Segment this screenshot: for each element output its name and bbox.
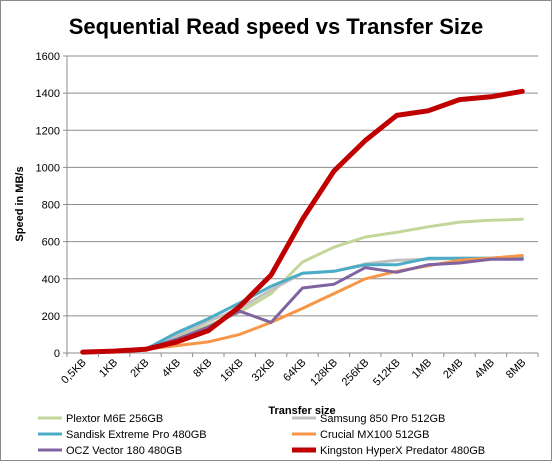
series-line-2 [81, 256, 524, 354]
x-axis-ticks: 0,5KB 1KB 2KB 4KB 8KB 16KB 32KB 64KB 128KB 256KB 5… [59, 353, 539, 389]
x-axis-label: Transfer size [268, 405, 335, 417]
x-tick-label: 32KB [250, 357, 278, 385]
y-tick-label: 1000 [36, 162, 60, 174]
series-line-3 [81, 254, 524, 354]
x-tick-label: 2MB [441, 357, 465, 381]
y-axis-ticks: 0 200 400 600 800 1000 1200 1400 1600 [36, 51, 67, 360]
y-tick-label: 200 [42, 311, 60, 323]
y-axis-label: Speed in MB/s [14, 166, 26, 241]
x-tick-label: 64KB [281, 357, 309, 385]
x-tick-label: 1KB [97, 357, 120, 380]
legend-label: Plextor M6E 256GB [66, 413, 163, 425]
x-tick-label: 2KB [128, 357, 151, 380]
series-line-0 [81, 217, 524, 354]
legend-label: Kingston HyperX Predator 480GB [320, 445, 485, 457]
x-tick-label: 256KB [340, 357, 372, 389]
x-tick-label: 4MB [473, 357, 497, 381]
y-tick-label: 800 [42, 200, 60, 212]
x-tick-label: 8MB [504, 357, 528, 381]
legend: Plextor M6E 256GB Samsung 850 Pro 512GB Sa… [38, 413, 485, 457]
x-tick-label: 0,5KB [59, 357, 89, 387]
y-tick-label: 1400 [36, 88, 60, 100]
series-lines [80, 88, 525, 355]
legend-label: OCZ Vector 180 480GB [66, 445, 182, 457]
x-tick-label: 8KB [191, 357, 214, 380]
x-tick-label: 128KB [308, 357, 340, 389]
series-line-5 [80, 88, 525, 355]
x-tick-label: 16KB [218, 357, 246, 385]
y-tick-label: 600 [42, 237, 60, 249]
legend-label: Crucial MX100 512GB [320, 429, 429, 441]
y-tick-label: 1200 [36, 125, 60, 137]
chart-title: Sequential Read speed vs Transfer Size [69, 14, 484, 39]
y-tick-label: 0 [54, 348, 60, 360]
x-tick-label: 1MB [410, 357, 434, 381]
series-line-1 [81, 255, 524, 354]
y-tick-label: 400 [42, 274, 60, 286]
x-tick-label: 4KB [160, 357, 183, 380]
legend-label: Sandisk Extreme Pro 480GB [66, 429, 207, 441]
legend-label: Samsung 850 Pro 512GB [320, 413, 445, 425]
axes [66, 56, 538, 354]
x-tick-label: 512KB [371, 357, 403, 389]
y-tick-label: 1600 [36, 51, 60, 63]
